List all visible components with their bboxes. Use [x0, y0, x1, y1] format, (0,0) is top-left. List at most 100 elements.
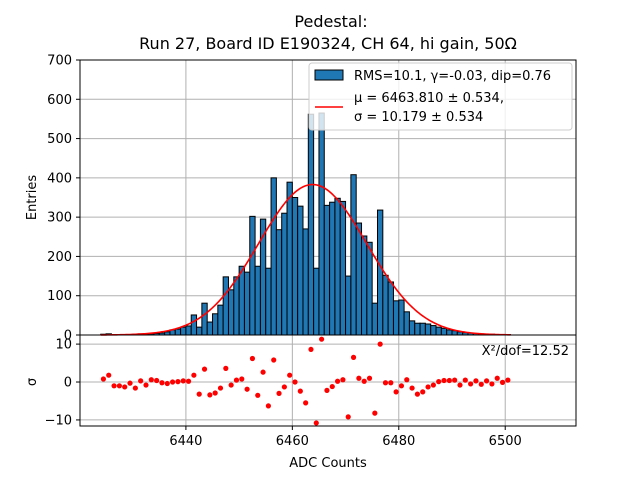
residual-point [122, 384, 128, 390]
residual-point [324, 387, 330, 393]
histogram-bar [414, 322, 421, 336]
histogram-bar [297, 205, 304, 336]
residual-point [271, 357, 277, 363]
residual-point [233, 377, 240, 383]
legend-entry-fit-mu: μ = 6463.810 ± 0.534, [354, 91, 504, 106]
residual-point [452, 377, 458, 383]
residual-point [100, 376, 107, 382]
x-tick-label: 6480 [382, 434, 415, 449]
main-y-tick-label: 200 [47, 250, 72, 265]
residual-point [201, 366, 208, 372]
residual-point [185, 378, 192, 384]
histogram-bar [323, 204, 331, 336]
residual-point [191, 372, 197, 378]
residual-point [276, 390, 282, 396]
residual-y-tick-label: 0 [64, 376, 72, 391]
residual-point [244, 386, 250, 392]
residual-point [457, 382, 463, 388]
residual-point [106, 372, 112, 378]
residual-point [388, 380, 394, 386]
histogram-bar [227, 289, 235, 336]
residual-point [297, 388, 303, 394]
residual-point [356, 375, 362, 381]
main-y-tick-label: 600 [47, 93, 72, 108]
histogram-bar [196, 326, 203, 336]
residual-point [404, 377, 410, 383]
residual-point [143, 382, 149, 388]
legend: RMS=10.1, γ=-0.03, dip=0.76 μ = 6463.810… [308, 62, 573, 131]
residual-point [409, 385, 415, 391]
histogram-bar [249, 215, 256, 336]
residual-point [393, 389, 399, 395]
residual-point [228, 382, 234, 388]
residual-point [154, 377, 160, 384]
residual-point [111, 383, 117, 389]
x-tick-label: 6440 [169, 434, 202, 449]
histogram-bar [180, 326, 187, 336]
residual-point [420, 389, 426, 395]
main-y-tick-label: 700 [47, 54, 72, 69]
legend-entry-histogram: RMS=10.1, γ=-0.03, dip=0.76 [354, 69, 551, 84]
residual-panel: −10 0 10 6440 6460 6480 6500 σ ADC Counts X²/… [25, 334, 577, 471]
histogram-bar [243, 271, 251, 336]
residual-point [446, 377, 452, 384]
histogram-bar [424, 323, 432, 336]
main-y-tick-label: 500 [47, 132, 72, 147]
residual-point [468, 381, 474, 387]
histogram-bar [355, 222, 363, 336]
residual-point [499, 379, 506, 385]
histogram-bar [222, 276, 229, 336]
residual-point [138, 378, 144, 384]
histogram-bar [371, 302, 378, 336]
histogram-bar [185, 325, 192, 336]
residual-point [473, 378, 479, 384]
histogram-bar [334, 197, 341, 336]
residual-point [127, 380, 133, 386]
y-axis-label: Entries [25, 175, 40, 221]
legend-box [308, 62, 573, 131]
chi2-annotation: X²/dof=12.52 [482, 344, 569, 359]
main-y-tick-label: 100 [47, 289, 72, 304]
histogram-bar [217, 304, 224, 336]
residual-point [281, 384, 287, 390]
histogram-bar [318, 112, 325, 336]
residual-y-axis-label: σ [25, 378, 40, 386]
histogram-bar [387, 281, 394, 336]
residual-point [361, 378, 367, 384]
x-ticks: 6440 6460 6480 6500 [169, 426, 522, 449]
residual-point [287, 372, 293, 378]
residual-point [505, 377, 511, 383]
chart-title-line1: Pedestal: [294, 12, 367, 31]
residual-point [170, 379, 176, 385]
residual-point [366, 375, 373, 381]
x-tick-label: 6460 [276, 434, 309, 449]
residual-point [249, 355, 256, 362]
histogram-bar [313, 267, 320, 336]
histogram-bar [212, 313, 219, 336]
legend-entry-fit-sigma: σ = 10.179 ± 0.534 [354, 110, 483, 125]
residual-point [489, 381, 495, 387]
residual-point [436, 379, 442, 385]
residual-point [116, 383, 122, 389]
histogram-bar [430, 325, 437, 336]
residual-point [164, 380, 170, 387]
histogram-bar [392, 300, 400, 336]
histogram-bar [233, 276, 240, 336]
histogram-bar [339, 200, 347, 336]
residual-y-tick-label: 10 [55, 338, 72, 353]
residual-y-ticks: −10 0 10 [45, 338, 80, 428]
residual-point [212, 390, 218, 396]
histogram-bar [329, 201, 336, 336]
residual-point [292, 379, 298, 385]
histogram-bar [206, 321, 214, 336]
residual-point [441, 377, 447, 384]
residual-points [100, 336, 511, 426]
residual-point [303, 400, 309, 406]
residual-point [430, 382, 436, 388]
legend-bar-swatch [314, 69, 344, 81]
histogram-bar [291, 197, 299, 336]
residual-point [239, 376, 245, 382]
histogram-bar [174, 328, 182, 336]
residual-point [350, 354, 357, 360]
histogram-bar [350, 174, 357, 336]
